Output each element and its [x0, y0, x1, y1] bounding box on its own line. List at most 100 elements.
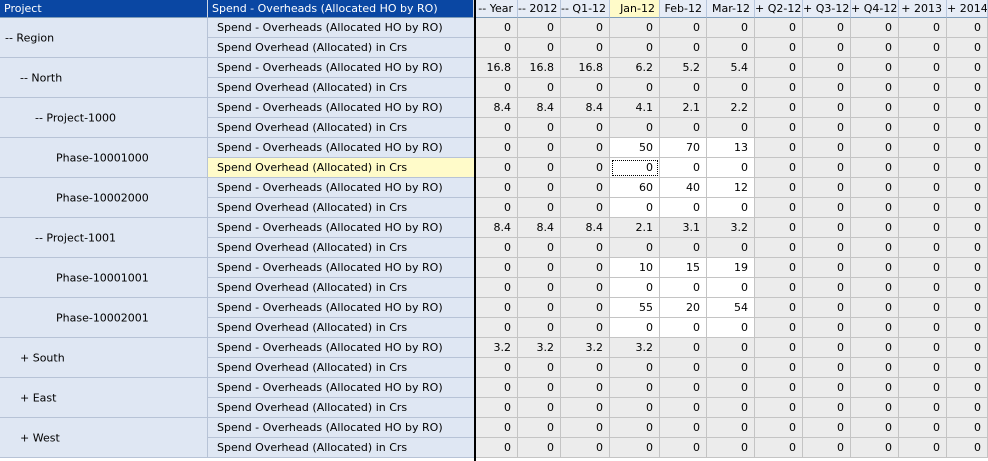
data-cell[interactable]: 0 [561, 158, 610, 178]
data-cell[interactable]: 3.2 [707, 218, 755, 238]
data-cell[interactable]: 0 [518, 418, 561, 438]
data-cell[interactable]: 0 [561, 198, 610, 218]
data-cell[interactable]: 0 [851, 18, 899, 38]
measure-label[interactable]: Spend - Overheads (Allocated HO by RO) [208, 178, 474, 198]
data-cell[interactable]: 0 [476, 138, 518, 158]
measure-label[interactable]: Spend Overhead (Allocated) in Crs [208, 158, 474, 178]
data-cell[interactable]: 0 [899, 38, 947, 58]
data-cell[interactable]: 0 [476, 198, 518, 218]
data-cell[interactable]: 0 [851, 218, 899, 238]
data-cell[interactable]: 0 [803, 398, 851, 418]
data-cell[interactable]: 0 [561, 78, 610, 98]
data-cell[interactable]: 0 [803, 58, 851, 78]
data-cell[interactable]: 0 [803, 218, 851, 238]
data-cell[interactable]: 0 [755, 178, 803, 198]
measure-label[interactable]: Spend Overhead (Allocated) in Crs [208, 438, 474, 458]
data-cell[interactable]: 0 [610, 418, 660, 438]
measure-label[interactable]: Spend - Overheads (Allocated HO by RO) [208, 138, 474, 158]
measure-label[interactable]: Spend - Overheads (Allocated HO by RO) [208, 58, 474, 78]
data-cell[interactable]: 0 [899, 338, 947, 358]
data-cell[interactable]: 0 [947, 118, 988, 138]
data-cell[interactable]: 0 [803, 18, 851, 38]
data-cell[interactable]: 0 [561, 398, 610, 418]
data-cell[interactable]: 0 [803, 358, 851, 378]
data-cell[interactable]: 0 [518, 18, 561, 38]
data-cell[interactable]: 0 [610, 278, 660, 298]
data-cell[interactable]: 0 [476, 358, 518, 378]
data-cell[interactable]: 0 [518, 398, 561, 418]
data-cell[interactable]: 0 [755, 198, 803, 218]
data-cell[interactable]: 0 [851, 198, 899, 218]
data-cell[interactable]: 0 [803, 158, 851, 178]
data-cell[interactable]: 0 [476, 438, 518, 458]
data-cell[interactable]: 0 [561, 18, 610, 38]
data-cell[interactable]: 0 [518, 118, 561, 138]
data-cell[interactable]: 0 [947, 38, 988, 58]
row-header[interactable]: Phase-10001000 [0, 138, 208, 178]
measure-label[interactable]: Spend - Overheads (Allocated HO by RO) [208, 18, 474, 38]
data-cell[interactable]: 0 [803, 378, 851, 398]
data-cell[interactable]: 0 [899, 238, 947, 258]
data-cell[interactable]: 0 [803, 418, 851, 438]
data-cell[interactable]: 4.1 [610, 98, 660, 118]
data-cell[interactable]: 0 [476, 158, 518, 178]
data-cell[interactable]: 0 [561, 318, 610, 338]
data-cell[interactable]: 3.2 [561, 338, 610, 358]
data-cell[interactable]: 0 [660, 38, 707, 58]
data-cell[interactable]: 0 [610, 318, 660, 338]
data-cell[interactable]: 50 [610, 138, 660, 158]
data-cell[interactable]: 0 [660, 358, 707, 378]
data-cell[interactable]: 0 [660, 158, 707, 178]
data-cell[interactable]: 0 [755, 358, 803, 378]
data-cell[interactable]: 0 [561, 258, 610, 278]
measure-label[interactable]: Spend Overhead (Allocated) in Crs [208, 358, 474, 378]
row-header[interactable]: -- Project-1001 [0, 218, 208, 258]
data-cell[interactable]: 0 [476, 238, 518, 258]
data-cell[interactable]: 0 [707, 158, 755, 178]
data-cell[interactable]: 0 [899, 98, 947, 118]
data-cell[interactable]: 0 [899, 438, 947, 458]
data-cell[interactable]: 0 [660, 398, 707, 418]
data-cell[interactable]: 10 [610, 258, 660, 278]
data-cell[interactable]: 0 [755, 438, 803, 458]
data-cell[interactable]: 0 [947, 378, 988, 398]
data-cell[interactable]: 0 [561, 178, 610, 198]
column-header[interactable]: Feb-12 [660, 0, 707, 18]
data-cell[interactable]: 0 [518, 378, 561, 398]
data-cell[interactable]: 0 [947, 358, 988, 378]
row-header[interactable]: Phase-10002001 [0, 298, 208, 338]
data-cell[interactable]: 0 [660, 278, 707, 298]
data-cell[interactable]: 0 [476, 178, 518, 198]
data-cell[interactable]: 0 [851, 398, 899, 418]
data-cell[interactable]: 8.4 [561, 218, 610, 238]
data-cell[interactable]: 0 [899, 58, 947, 78]
data-cell[interactable]: 60 [610, 178, 660, 198]
data-cell[interactable]: 0 [899, 138, 947, 158]
data-cell[interactable]: 0 [947, 338, 988, 358]
data-cell[interactable]: 0 [755, 318, 803, 338]
row-header[interactable]: -- Project-1000 [0, 98, 208, 138]
data-cell[interactable]: 0 [476, 78, 518, 98]
data-cell[interactable]: 0 [610, 198, 660, 218]
column-header[interactable]: Mar-12 [707, 0, 755, 18]
data-cell[interactable]: 0 [755, 158, 803, 178]
data-cell[interactable]: 0 [610, 38, 660, 58]
row-header[interactable]: -- Region [0, 18, 208, 58]
data-cell[interactable]: 0 [947, 158, 988, 178]
data-cell[interactable]: 0 [476, 18, 518, 38]
data-cell[interactable]: 0 [755, 218, 803, 238]
row-header[interactable]: + East [0, 378, 208, 418]
data-cell[interactable]: 19 [707, 258, 755, 278]
data-cell[interactable]: 0 [610, 358, 660, 378]
measure-label[interactable]: Spend - Overheads (Allocated HO by RO) [208, 418, 474, 438]
data-cell[interactable]: 0 [851, 38, 899, 58]
column-header[interactable]: + Q2-12 [755, 0, 803, 18]
data-cell[interactable]: 0 [561, 138, 610, 158]
data-cell[interactable]: 0 [707, 398, 755, 418]
data-cell[interactable]: 0 [947, 398, 988, 418]
column-header[interactable]: + Q4-12 [851, 0, 899, 18]
data-cell[interactable]: 5.2 [660, 58, 707, 78]
data-cell[interactable]: 0 [755, 338, 803, 358]
data-cell[interactable]: 2.1 [660, 98, 707, 118]
data-cell[interactable]: 0 [899, 218, 947, 238]
